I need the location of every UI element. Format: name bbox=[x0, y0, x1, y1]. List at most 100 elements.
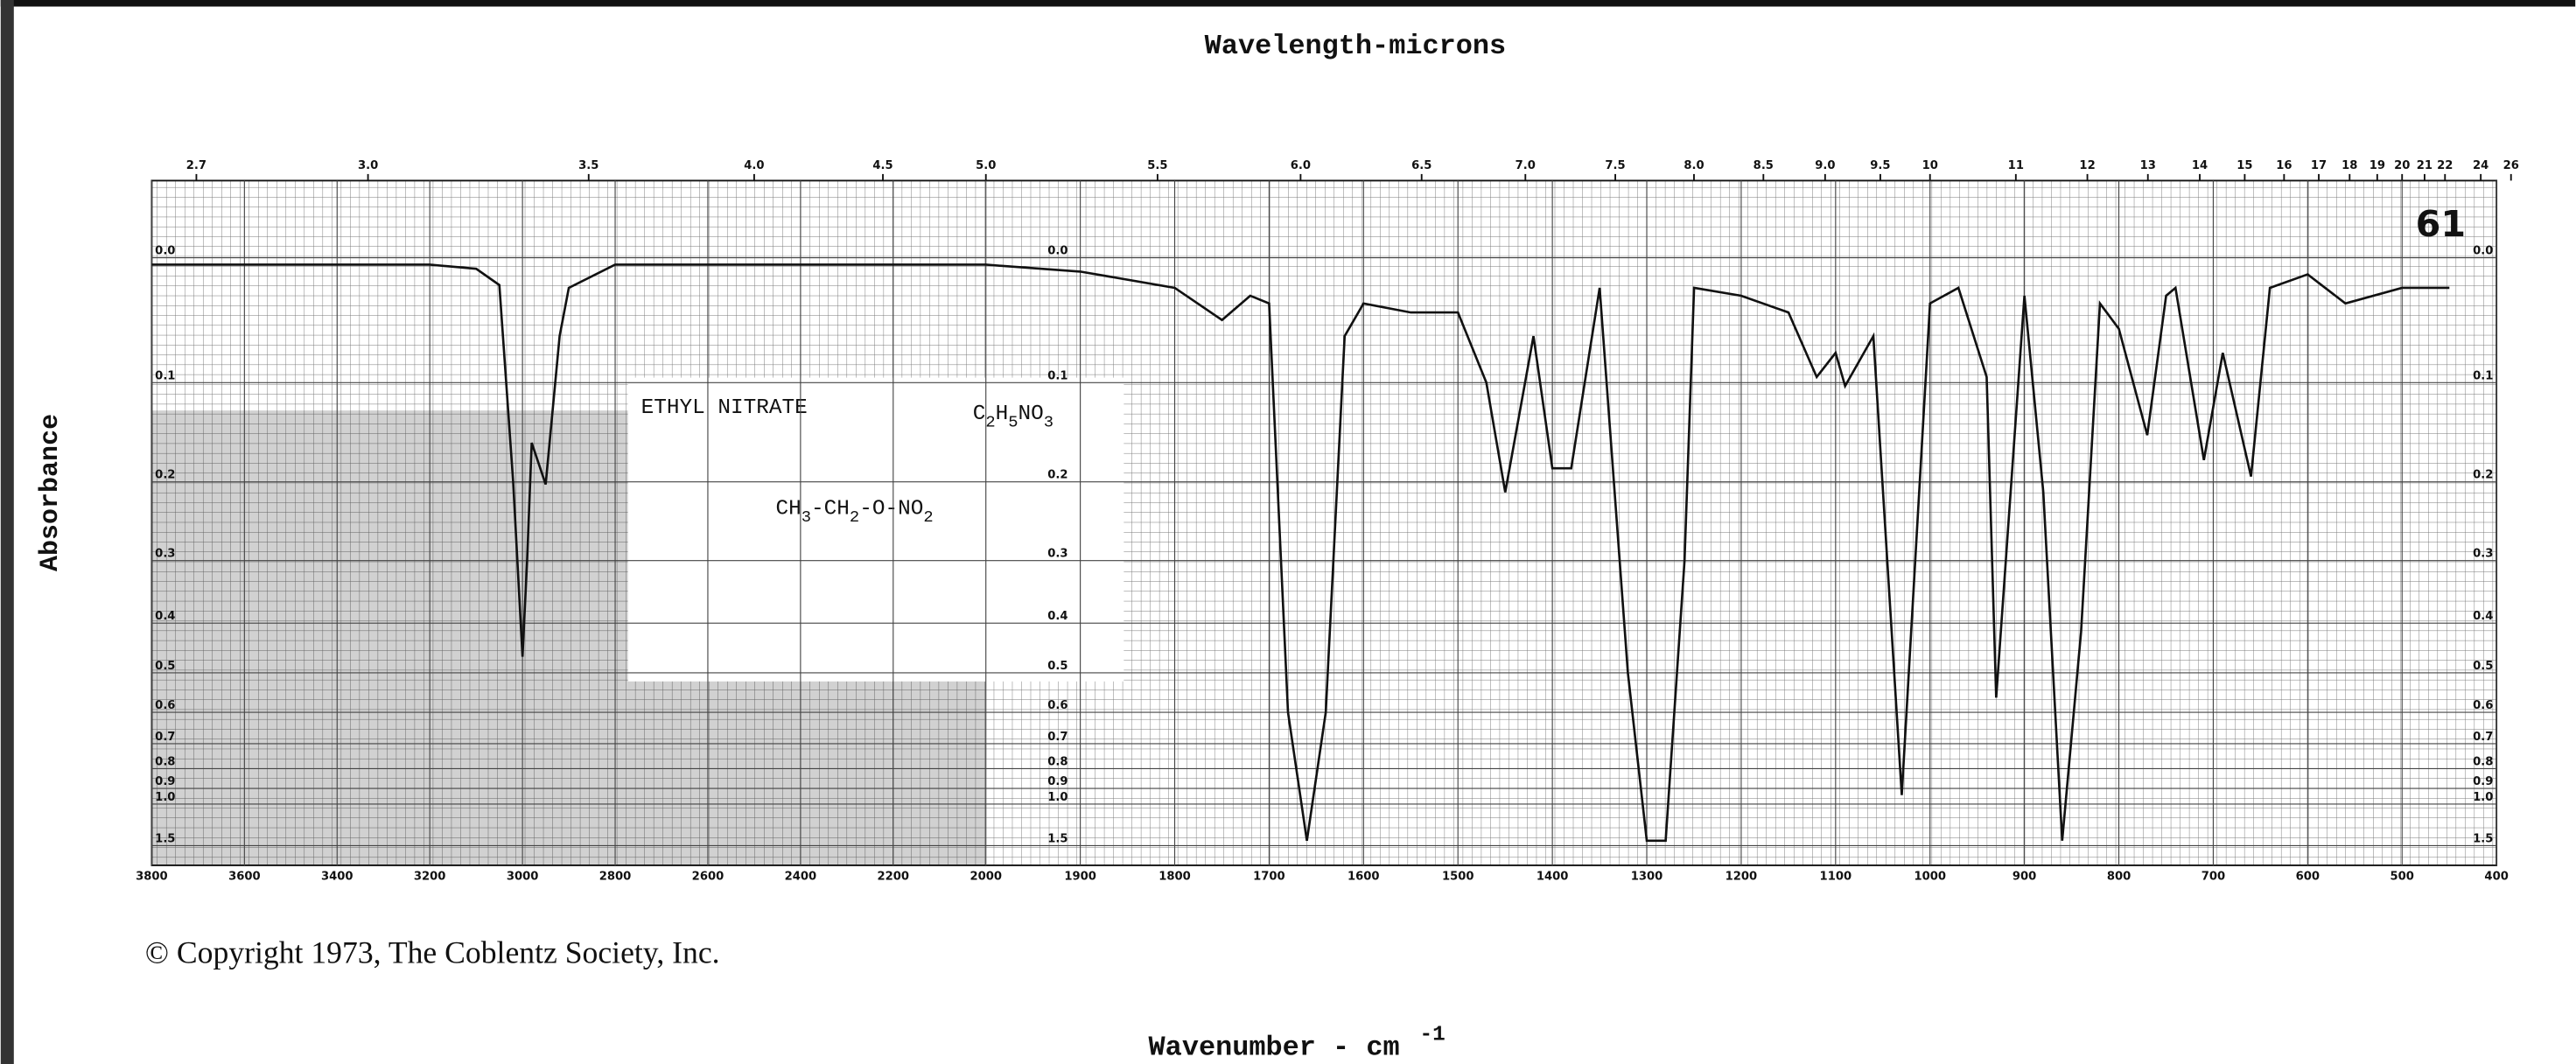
x-tick-label: 1500 bbox=[1442, 871, 1474, 884]
y-tick-label: 0.2 bbox=[155, 469, 175, 482]
x-tick-label: 1800 bbox=[1158, 871, 1191, 884]
x-tick-label: 2200 bbox=[878, 871, 910, 884]
formula: C2H5NO3 bbox=[973, 402, 1054, 431]
y-tick-label: 0.2 bbox=[2473, 469, 2493, 482]
y-tick-label: 0.9 bbox=[1047, 775, 1068, 788]
plot-area bbox=[150, 179, 2498, 866]
x2-tick-label: 2.7 bbox=[186, 159, 206, 172]
y-tick-label: 0.3 bbox=[1047, 548, 1068, 561]
x2-tick-label: 21 bbox=[2417, 159, 2432, 172]
y-tick-label: 0.8 bbox=[155, 755, 175, 768]
x2-tick-label: 7.5 bbox=[1605, 159, 1625, 172]
y-tick-label: 0.9 bbox=[2473, 775, 2493, 788]
x-tick-label: 600 bbox=[2296, 871, 2320, 884]
y-tick-label: 1.0 bbox=[2473, 791, 2493, 804]
x-tick-label: 900 bbox=[2012, 871, 2036, 884]
x-tick-label: 1000 bbox=[1914, 871, 1946, 884]
chart-title: Wavelength-microns bbox=[1205, 30, 1506, 62]
y-tick-label: 0.1 bbox=[155, 369, 175, 382]
x2-tick-label: 24 bbox=[2473, 159, 2488, 172]
x-tick-label: 1100 bbox=[1820, 871, 1852, 884]
spectrum-line bbox=[151, 263, 2450, 843]
x2-tick-label: 16 bbox=[2276, 159, 2292, 172]
x2-tick-label: 5.5 bbox=[1147, 159, 1167, 172]
y-tick-label: 0.0 bbox=[1047, 245, 1068, 258]
x-tick-label: 1200 bbox=[1726, 871, 1758, 884]
x2-tick-label: 12 bbox=[2079, 159, 2095, 172]
y-tick-label: 0.4 bbox=[2473, 610, 2493, 623]
spectrum-number: 61 bbox=[2416, 203, 2466, 245]
x2-tick-label: 8.5 bbox=[1754, 159, 1774, 172]
y-tick-label: 1.5 bbox=[155, 832, 175, 845]
x-tick-label: 1900 bbox=[1064, 871, 1096, 884]
x-axis-label-exponent: -1 bbox=[1420, 1024, 1446, 1047]
x-tick-label: 500 bbox=[2390, 871, 2414, 884]
x-tick-label: 3000 bbox=[507, 871, 539, 884]
x2-tick-label: 6.5 bbox=[1411, 159, 1432, 172]
y-axis-label: Absorbance bbox=[36, 414, 66, 571]
x-tick-label: 1600 bbox=[1348, 871, 1380, 884]
x-tick-label: 3400 bbox=[321, 871, 354, 884]
y-tick-label: 1.0 bbox=[155, 791, 175, 804]
x-tick-label: 800 bbox=[2107, 871, 2131, 884]
y-tick-label: 0.6 bbox=[2473, 699, 2493, 712]
x2-tick-label: 4.0 bbox=[744, 159, 764, 172]
x-tick-label: 700 bbox=[2202, 871, 2225, 884]
x2-tick-label: 18 bbox=[2342, 159, 2357, 172]
x2-tick-label: 3.5 bbox=[578, 159, 598, 172]
x-tick-label: 2600 bbox=[692, 871, 724, 884]
x2-tick-label: 13 bbox=[2140, 159, 2156, 172]
x2-tick-label: 14 bbox=[2192, 159, 2208, 172]
y-tick-label: 0.7 bbox=[1047, 731, 1068, 744]
structure: CH3-CH2-O-NO2 bbox=[776, 498, 934, 527]
y-tick-label: 0.3 bbox=[155, 548, 175, 561]
y-tick-label: 0.5 bbox=[2473, 660, 2493, 673]
x2-tick-label: 26 bbox=[2503, 159, 2519, 172]
y-tick-label: 0.4 bbox=[155, 610, 175, 623]
x-axis-label: Wavenumber - cm bbox=[1149, 1032, 1400, 1064]
y-tick-label: 0.7 bbox=[2473, 731, 2493, 744]
y-tick-label: 0.8 bbox=[2473, 755, 2493, 768]
x2-tick-label: 11 bbox=[2008, 159, 2024, 172]
y-tick-label: 1.5 bbox=[1047, 832, 1068, 845]
x2-tick-label: 19 bbox=[2370, 159, 2385, 172]
y-tick-label: 0.6 bbox=[1047, 699, 1068, 712]
y-tick-label: 0.4 bbox=[1047, 610, 1068, 623]
x2-tick-label: 5.0 bbox=[976, 159, 996, 172]
y-tick-label: 1.5 bbox=[2473, 832, 2493, 845]
y-tick-label: 0.0 bbox=[155, 245, 175, 258]
x-tick-label: 2800 bbox=[599, 871, 632, 884]
y-tick-label: 0.7 bbox=[155, 731, 175, 744]
x2-tick-label: 9.5 bbox=[1870, 159, 1890, 172]
y-tick-label: 0.5 bbox=[1047, 660, 1068, 673]
x2-tick-label: 20 bbox=[2394, 159, 2410, 172]
x-tick-label: 2400 bbox=[785, 871, 817, 884]
y-tick-label: 0.8 bbox=[1047, 755, 1068, 768]
x2-tick-label: 22 bbox=[2437, 159, 2453, 172]
label-box bbox=[627, 377, 1124, 682]
y-tick-label: 0.1 bbox=[1047, 369, 1068, 382]
x-tick-label: 1400 bbox=[1536, 871, 1569, 884]
left-border bbox=[0, 0, 14, 1064]
y-tick-label: 0.3 bbox=[2473, 548, 2493, 561]
x2-tick-label: 9.0 bbox=[1815, 159, 1835, 172]
y-tick-label: 1.0 bbox=[1047, 791, 1068, 804]
x-tick-label: 3200 bbox=[414, 871, 446, 884]
y-tick-label: 0.9 bbox=[155, 775, 175, 788]
x2-tick-label: 3.0 bbox=[358, 159, 378, 172]
x-tick-label: 3800 bbox=[136, 871, 168, 884]
y-tick-label: 0.5 bbox=[155, 660, 175, 673]
x-tick-label: 1700 bbox=[1253, 871, 1285, 884]
x-tick-label: 2000 bbox=[970, 871, 1002, 884]
x2-tick-label: 6.0 bbox=[1291, 159, 1311, 172]
x2-tick-label: 15 bbox=[2236, 159, 2252, 172]
x2-tick-label: 4.5 bbox=[872, 159, 892, 172]
y-tick-label: 0.2 bbox=[1047, 469, 1068, 482]
x2-tick-label: 17 bbox=[2311, 159, 2327, 172]
x-tick-label: 1300 bbox=[1631, 871, 1663, 884]
top-border bbox=[0, 0, 2576, 7]
x2-tick-label: 10 bbox=[1922, 159, 1938, 172]
x2-tick-label: 7.0 bbox=[1516, 159, 1536, 172]
